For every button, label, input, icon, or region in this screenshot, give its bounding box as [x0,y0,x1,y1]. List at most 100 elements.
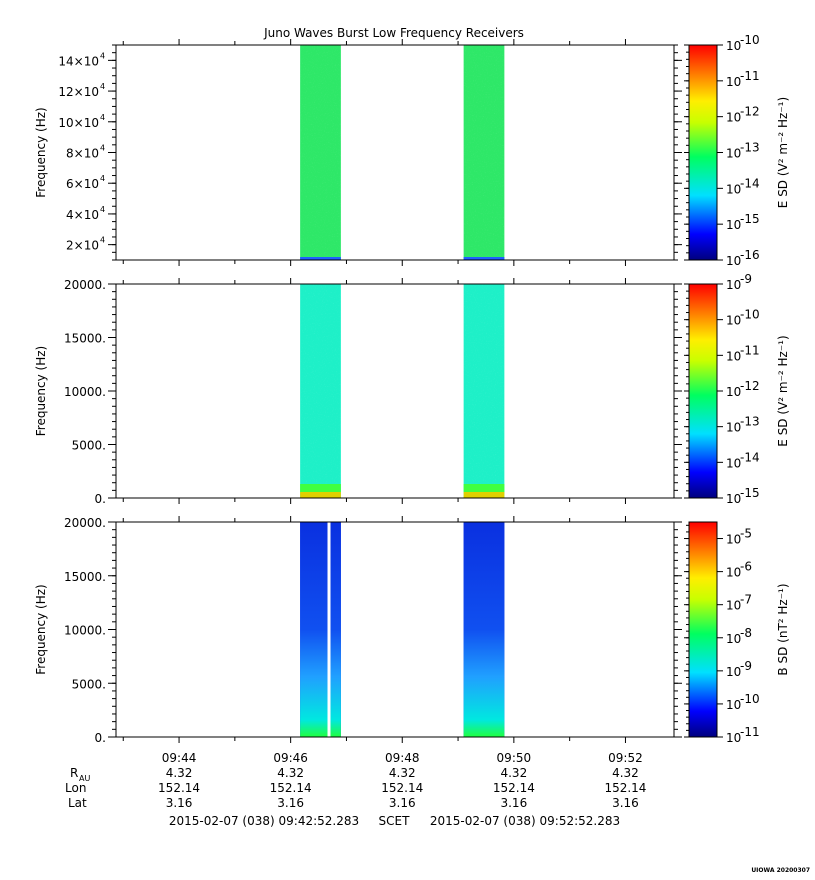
data-block-texture [463,284,505,498]
y-tick-label: 5000. [72,677,106,691]
ephem-r-value: 4.32 [500,766,527,780]
y-axis-label: Frequency (Hz) [34,107,48,198]
time-range-start: 2015-02-07 (038) 09:42:52.283 [169,814,359,828]
data-block-gradient [300,522,341,737]
colorbar-tick-label: 10 [726,492,741,506]
x-tick-label: 09:50 [497,751,532,765]
ephem-lat-value: 3.16 [389,796,416,810]
ephem-r-value: 4.32 [389,766,416,780]
y-tick-exponent: 4 [100,174,105,183]
y-tick-label: 10000. [64,624,106,638]
panel-1: 2×10 44×10 46×10 48×10 410×10 412×10 414×10 4Fr… [34,33,790,268]
y-tick-label: 15000. [64,332,106,346]
chart-title: Juno Waves Burst Low Frequency Receivers [263,26,524,40]
y-tick-label: 2×10 [66,239,99,253]
colorbar-tick-exponent: -15 [740,212,760,226]
colorbar-tick-exponent: -13 [740,415,760,429]
colorbar-tick-label: 10 [726,456,741,470]
y-axis-label: Frequency (Hz) [34,584,48,675]
data-block-lowband [300,484,341,492]
data-block-gradient [463,522,505,737]
colorbar-tick-exponent: -9 [740,659,752,673]
colorbar-tick-exponent: -5 [740,527,752,541]
y-tick-exponent: 4 [100,205,105,214]
panel-2: 0. 5000. 10000. 15000. 20000. Frequency (Hz) 1… [34,272,790,506]
footer-stamp: UIOWA 20200307 [751,867,810,874]
panels: 2×10 44×10 46×10 48×10 410×10 412×10 414×10 4Fr… [34,33,790,745]
ephem-lon-value: 152.14 [158,781,200,795]
colorbar-tick-label: 10 [726,421,741,435]
y-tick-exponent: 4 [100,144,105,153]
colorbar-tick-exponent: -14 [740,176,760,190]
colorbar-tick-exponent: -10 [740,308,760,322]
y-tick-label: 15000. [64,570,106,584]
y-tick-exponent: 4 [100,82,105,91]
colorbar-tick-exponent: -12 [740,105,760,119]
y-tick-label: 10000. [64,385,106,399]
panel-frame [115,283,675,499]
colorbar-tick-label: 10 [726,385,741,399]
ephem-lon-value: 152.14 [270,781,312,795]
ephem-r-value: 4.32 [166,766,193,780]
colorbar-tick-label: 10 [726,182,741,196]
data-block-lowband [463,484,505,492]
y-tick-label: 10×10 [58,116,99,130]
y-tick-label: 8×10 [66,147,99,161]
colorbar-tick-exponent: -7 [740,593,752,607]
colorbar-tick-exponent: -16 [740,248,760,262]
ephem-r-value: 4.32 [277,766,304,780]
colorbar-tick-exponent: -10 [740,692,760,706]
colorbar-tick-label: 10 [726,147,741,161]
y-tick-label: 5000. [72,439,106,453]
colorbar-tick-label: 10 [726,39,741,53]
ephem-label-r: R [70,766,78,780]
colorbar-tick-label: 10 [726,278,741,292]
colorbar-tick-label: 10 [726,533,741,547]
colorbar-tick-label: 10 [726,566,741,580]
colorbar [688,44,718,261]
ephem-lon-value: 152.14 [493,781,535,795]
y-tick-label: 14×10 [58,54,99,68]
colorbar-tick-exponent: -8 [740,626,752,640]
colorbar-tick-exponent: -12 [740,379,760,393]
colorbar-tick-label: 10 [726,632,741,646]
ephem-label-lon: Lon [65,781,86,795]
ephem-lon-value: 152.14 [604,781,646,795]
time-range-end: 2015-02-07 (038) 09:52:52.283 [430,814,620,828]
ephem-lat-value: 3.16 [277,796,304,810]
colorbar-tick-label: 10 [726,665,741,679]
data-block-texture [300,45,341,260]
ephem-r-value: 4.32 [612,766,639,780]
x-tick-label: 09:48 [385,751,420,765]
colorbar-tick-label: 10 [726,218,741,232]
x-tick-label: 09:44 [162,751,197,765]
y-tick-label: 6×10 [66,177,99,191]
ephem-lat-value: 3.16 [612,796,639,810]
colorbar [688,283,718,499]
ephem-label-lat: Lat [68,796,87,810]
y-tick-exponent: 4 [100,51,105,60]
data-gap [327,522,331,737]
data-block-lowband [463,492,505,498]
colorbar-tick-exponent: -11 [740,69,760,83]
colorbar-tick-label: 10 [726,731,741,745]
colorbar-label: B SD (nT² Hz⁻¹) [776,583,790,675]
y-axis-label: Frequency (Hz) [34,346,48,437]
ephem-lat-value: 3.16 [500,796,527,810]
colorbar-tick-label: 10 [726,314,741,328]
colorbar-tick-label: 10 [726,111,741,125]
data-block-lowband [300,257,341,260]
colorbar-tick-label: 10 [726,698,741,712]
data-block-texture [463,45,505,260]
y-tick-exponent: 4 [100,113,105,122]
colorbar-tick-exponent: -9 [740,272,752,286]
time-axis: 09:44 09:46 09:48 09:50 09:52 [162,751,643,765]
colorbar-label: E SD (V² m⁻² Hz⁻¹) [776,97,790,208]
y-tick-label: 0. [95,731,106,745]
ephem-label-r-sub: AU [79,774,90,783]
y-tick-label: 20000. [64,516,106,530]
colorbar-tick-label: 10 [726,75,741,89]
colorbar-tick-exponent: -11 [740,725,760,739]
